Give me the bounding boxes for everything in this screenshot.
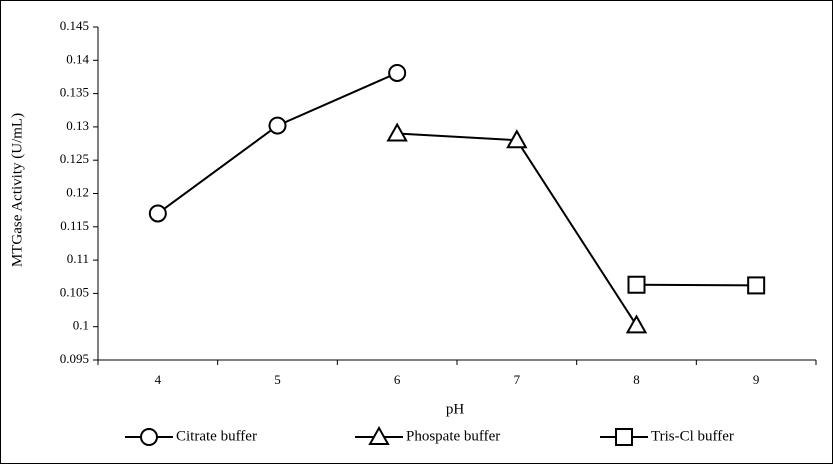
- legend-label: Tris-Cl buffer: [651, 428, 734, 444]
- marker: [140, 428, 158, 446]
- x-tick-label: 4: [155, 372, 162, 387]
- x-tick-label: 7: [514, 372, 521, 387]
- marker: [386, 122, 408, 142]
- x-tick-label: 9: [753, 372, 760, 387]
- y-tick-label: 0.135: [60, 85, 89, 100]
- marker: [388, 63, 407, 82]
- series-line: [636, 283, 757, 287]
- y-tick-label: 0.1: [73, 318, 89, 333]
- marker: [615, 428, 633, 446]
- y-tick-label: 0.115: [60, 218, 89, 233]
- y-tick-label: 0.12: [66, 184, 89, 199]
- x-axis-title: pH: [446, 401, 465, 417]
- y-tick-label: 0.125: [60, 151, 89, 166]
- y-tick-label: 0.14: [66, 51, 89, 66]
- y-tick-label: 0.11: [67, 251, 89, 266]
- y-tick-label: 0.13: [66, 118, 89, 133]
- marker: [506, 129, 528, 149]
- y-tick-label: 0.145: [60, 18, 89, 33]
- marker: [368, 425, 390, 445]
- x-tick-label: 8: [633, 372, 640, 387]
- marker: [625, 314, 648, 334]
- y-tick-label: 0.095: [60, 351, 89, 366]
- marker: [268, 116, 287, 135]
- y-axis-title: MTGase Activity (U/mL): [9, 113, 25, 267]
- legend-label: Phospate buffer: [406, 428, 500, 444]
- legend-label: Citrate buffer: [176, 428, 257, 444]
- y-tick-label: 0.105: [60, 284, 89, 299]
- marker: [747, 276, 766, 295]
- marker: [627, 275, 646, 294]
- marker: [148, 204, 167, 223]
- x-tick-label: 6: [394, 372, 401, 387]
- x-tick-label: 5: [274, 372, 281, 387]
